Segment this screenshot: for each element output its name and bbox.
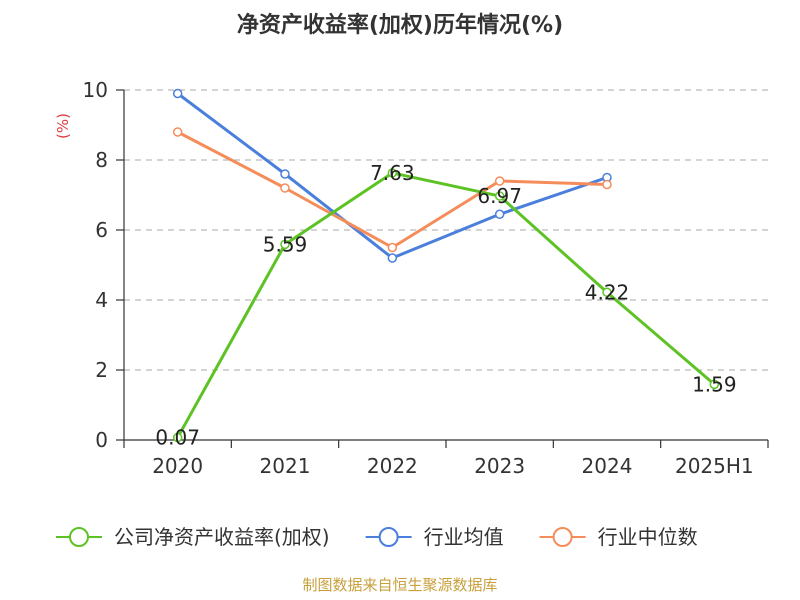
y-axis-label: (%)	[54, 113, 72, 139]
series-layer	[172, 88, 720, 443]
data-label: 1.59	[692, 372, 737, 396]
industry-median-point	[387, 242, 398, 253]
data-label: 5.59	[263, 232, 308, 256]
industry-median-point	[494, 176, 505, 186]
company-roe-point	[387, 168, 398, 178]
company-roe-point	[709, 379, 720, 390]
source-note: 制图数据来自恒生聚源数据库	[302, 576, 497, 594]
company-roe-point	[494, 191, 505, 201]
legend[interactable]: 公司净资产收益率(加权) 行业均值 行业中位数	[56, 525, 698, 549]
data-label: 7.63	[370, 161, 415, 185]
company-roe-line	[176, 171, 716, 439]
y-tick-label: 10	[83, 78, 108, 102]
industry-median-point	[172, 127, 183, 137]
company-roe-point	[172, 432, 183, 443]
industry-median-point	[602, 179, 612, 190]
x-tick-label: 2024	[582, 454, 633, 478]
y-tick-label: 8	[95, 148, 108, 172]
data-label: 4.22	[585, 280, 630, 304]
x-tick-label: 2023	[474, 454, 525, 478]
y-tick-label: 2	[95, 358, 108, 382]
industry-median-legend-marker[interactable]	[552, 527, 573, 547]
company-roe-point	[280, 239, 290, 250]
industry-mean-legend-marker[interactable]	[378, 527, 399, 547]
x-tick-label: 2020	[152, 454, 203, 478]
industry-median-point	[280, 183, 290, 193]
y-tick-label: 0	[95, 428, 108, 452]
x-tick-label: 2025H1	[675, 454, 754, 478]
company-roe-legend-label[interactable]: 公司净资产收益率(加权)	[114, 525, 330, 549]
chart-title: 净资产收益率(加权)历年情况(%)	[237, 12, 563, 38]
data-label: 6.97	[477, 184, 522, 208]
x-tick-label: 2021	[260, 454, 311, 478]
industry-mean-point	[494, 209, 505, 219]
industry-mean-legend-label[interactable]: 行业均值	[424, 525, 504, 549]
x-tick-label: 2022	[367, 454, 418, 478]
y-tick-label: 6	[95, 218, 108, 242]
industry-median-legend-label[interactable]: 行业中位数	[598, 525, 698, 549]
company-roe-point	[602, 287, 612, 298]
industry-mean-point	[280, 169, 290, 179]
data-labels: 0.07 5.59 7.63 6.97 4.22 1.59	[155, 161, 736, 450]
industry-mean-point	[172, 88, 183, 99]
axes: 0 2 4 6 8 10 2020 2021 2022 2023 2024 2025H1	[83, 78, 769, 478]
company-roe-legend-marker[interactable]	[69, 527, 89, 547]
data-label: 0.07	[155, 426, 200, 450]
y-tick-label: 4	[95, 288, 108, 312]
industry-mean-point	[387, 253, 398, 263]
gridlines	[124, 89, 768, 371]
